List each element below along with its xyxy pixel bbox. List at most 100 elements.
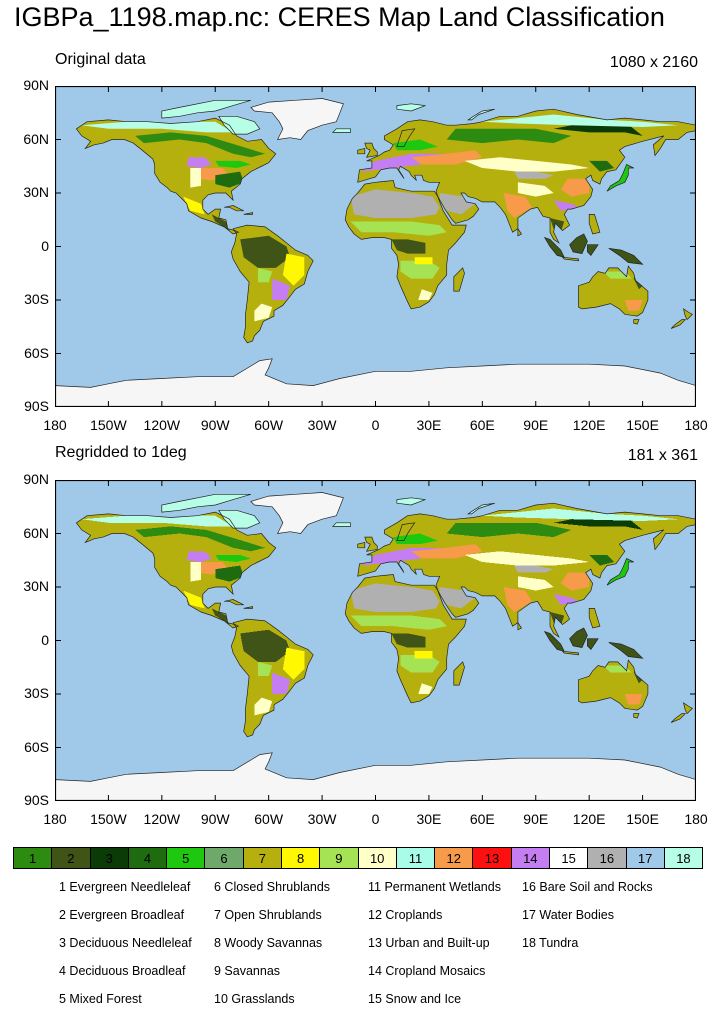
class-label: 17 Water Bodies xyxy=(522,908,614,922)
class-patch xyxy=(254,303,273,322)
legend-swatch: 14 xyxy=(511,848,550,868)
coastline xyxy=(670,319,687,329)
legend-swatch: 9 xyxy=(320,848,359,868)
lon-label: 180 xyxy=(43,811,67,827)
class-patch xyxy=(400,676,426,694)
class-patch xyxy=(350,583,440,612)
lon-label: 30W xyxy=(307,811,337,827)
coastline xyxy=(670,713,687,723)
class-label: 14 Cropland Mosaics xyxy=(368,964,486,978)
legend-swatch: 17 xyxy=(626,848,665,868)
landmass-cuba xyxy=(224,599,244,605)
class-patch xyxy=(553,200,579,211)
legend-swatch: 10 xyxy=(358,848,397,868)
class-patch xyxy=(393,533,438,545)
class-patch xyxy=(135,132,266,158)
coastline xyxy=(569,233,588,254)
coastline xyxy=(453,267,465,292)
lon-label: 180 xyxy=(43,417,67,433)
class-patch xyxy=(414,651,433,659)
coastline xyxy=(243,212,253,215)
lat-label: 0 xyxy=(41,631,49,648)
lon-label: 120E xyxy=(572,811,606,827)
class-patch xyxy=(215,554,251,562)
class-patch xyxy=(158,560,191,587)
class-patch xyxy=(400,654,440,673)
lat-label: 30N xyxy=(23,184,49,200)
legend-swatch: 4 xyxy=(128,848,168,868)
color-legend-bar: 1 2 3 4 5 6 7 8 9 10 11 12 13 14 15 16 17 18 xyxy=(13,847,703,869)
landmass-antarctica xyxy=(55,358,696,407)
lon-label: 60W xyxy=(254,811,284,827)
landmass-tasmania xyxy=(633,713,639,719)
class-patch xyxy=(482,114,679,127)
class-patch xyxy=(183,590,205,609)
lat-label: 30N xyxy=(23,578,49,594)
lon-label: 60E xyxy=(469,811,495,827)
class-patch xyxy=(503,587,533,612)
class-patch xyxy=(464,551,590,566)
class-patch xyxy=(624,694,643,705)
lon-label: 60E xyxy=(469,417,495,433)
lon-label: 150W xyxy=(90,417,127,433)
class-patch xyxy=(414,257,433,265)
class-patch xyxy=(190,168,201,188)
class-patch xyxy=(391,633,426,648)
coastline xyxy=(453,661,465,686)
coastline xyxy=(230,224,314,344)
coastline xyxy=(55,752,696,801)
class-patch xyxy=(514,565,554,573)
class-patch xyxy=(350,615,447,630)
class-label: 10 Grasslands xyxy=(214,992,295,1006)
lon-label: 180 xyxy=(684,417,708,433)
landmass-nzS xyxy=(671,319,686,329)
class-patch xyxy=(272,278,290,300)
lon-label: 30W xyxy=(307,417,337,433)
coastline xyxy=(466,502,495,515)
landmass-philippines xyxy=(589,608,600,628)
class-patch xyxy=(624,300,643,311)
map-panel-regridded xyxy=(55,480,696,801)
class-patch xyxy=(400,260,440,279)
coastline xyxy=(608,641,644,659)
coastline xyxy=(466,108,495,121)
coastline xyxy=(331,522,351,527)
lon-label: 180 xyxy=(684,811,708,827)
class-patch xyxy=(411,150,483,165)
coastline xyxy=(224,599,244,606)
class-patch xyxy=(81,515,234,527)
lon-label: 90E xyxy=(523,811,549,827)
coastline xyxy=(396,103,426,112)
lon-label: 30E xyxy=(416,417,442,433)
class-label: 6 Closed Shrublands xyxy=(214,880,331,894)
class-patch xyxy=(240,629,290,662)
legend-swatch: 2 xyxy=(52,848,91,868)
class-patch xyxy=(468,175,501,190)
lon-label: 120W xyxy=(143,811,181,827)
coastline xyxy=(357,541,366,549)
class-patch xyxy=(503,193,533,218)
landmass-britain xyxy=(364,537,378,552)
coastline xyxy=(578,265,649,317)
map-panel-original xyxy=(55,86,696,407)
coastline xyxy=(517,621,523,631)
land-class-patches xyxy=(81,508,679,734)
class-patch xyxy=(190,562,201,582)
class-patch xyxy=(571,239,586,252)
coastline xyxy=(230,618,314,738)
class-patch xyxy=(81,121,234,133)
coastline xyxy=(357,502,696,638)
lon-label: 90W xyxy=(200,417,230,433)
class-patch xyxy=(482,508,679,521)
class-patch xyxy=(183,196,205,215)
coastline xyxy=(517,227,523,237)
coastline xyxy=(569,627,588,648)
coastline xyxy=(578,659,649,711)
class-label: 3 Deciduous Needleleaf xyxy=(59,936,192,950)
landmass-japan xyxy=(607,164,634,192)
legend-swatch: 6 xyxy=(205,848,244,868)
class-patch xyxy=(585,676,629,694)
class-label: 12 Croplands xyxy=(368,908,443,922)
legend-swatch: 15 xyxy=(549,848,589,868)
landmass-ireland xyxy=(357,148,365,154)
